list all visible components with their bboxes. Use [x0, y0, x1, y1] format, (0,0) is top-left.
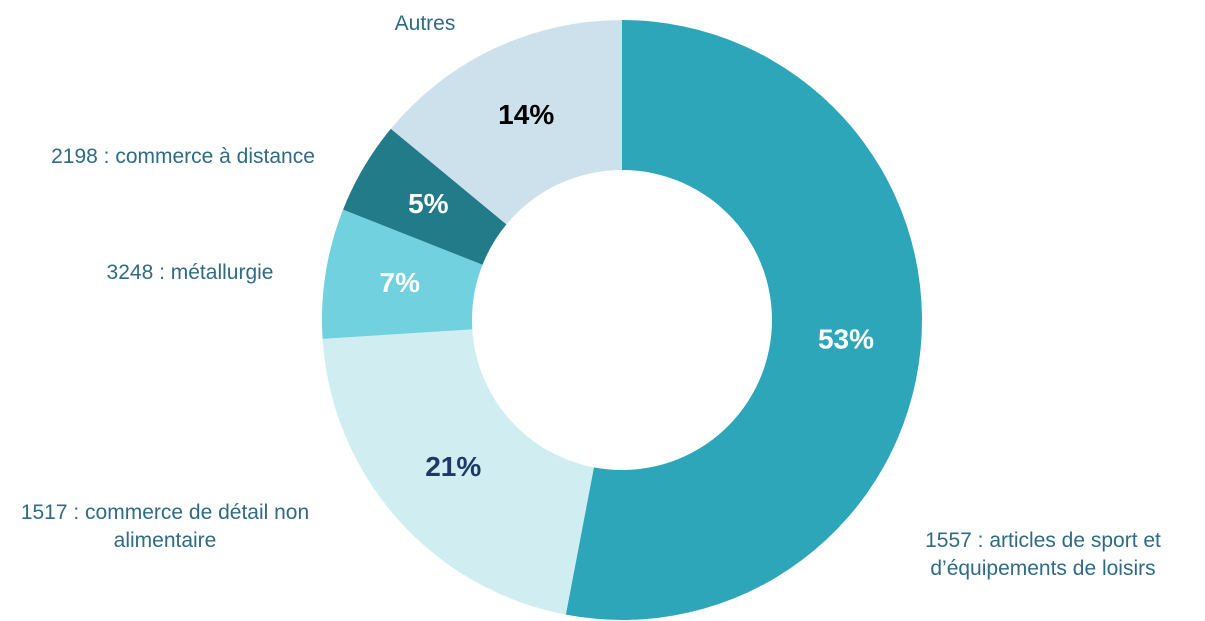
- data-label: 21%: [425, 451, 481, 482]
- donut-slice: [322, 329, 594, 615]
- category-label: Autres: [394, 12, 456, 35]
- data-label: 7%: [380, 267, 421, 298]
- donut-slice: [565, 20, 922, 620]
- category-label: 3248 : métallurgie: [106, 261, 274, 284]
- donut-slice: [343, 128, 507, 265]
- data-label: 53%: [818, 324, 874, 355]
- data-label: 14%: [498, 99, 554, 130]
- category-label: 1517 : commerce de détail non alimentair…: [20, 501, 310, 552]
- donut-slice: [390, 20, 622, 225]
- data-label: 5%: [408, 188, 449, 219]
- donut-slice: [322, 209, 483, 339]
- category-label: 1557 : articles de sport et d’équipement…: [925, 529, 1161, 580]
- category-label: 2198 : commerce à distance: [51, 145, 315, 168]
